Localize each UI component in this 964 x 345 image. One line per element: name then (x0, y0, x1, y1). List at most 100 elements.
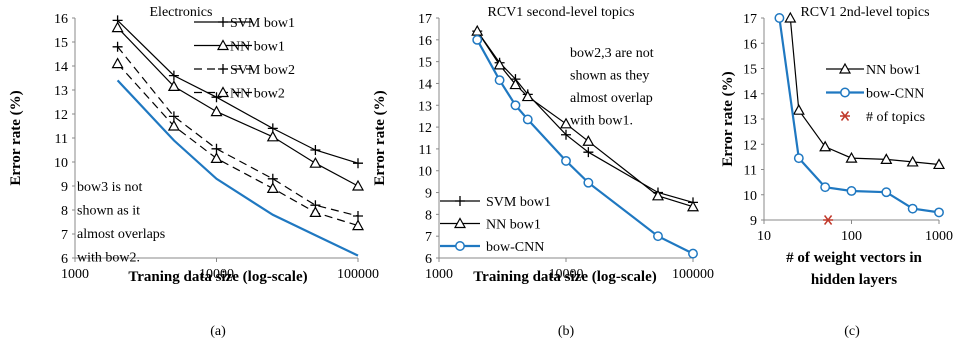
data-point (582, 135, 595, 146)
data-point (112, 41, 123, 52)
data-point (823, 215, 834, 225)
legend-marker (455, 196, 465, 206)
legend-label: # of topics (866, 110, 925, 125)
y-tick-label: 11 (55, 132, 68, 147)
data-point (561, 155, 571, 166)
series-svm-bow1 (112, 15, 363, 169)
data-point (845, 151, 858, 163)
y-axis-title: Error rate (%) (8, 90, 24, 185)
series-line (116, 79, 359, 257)
y-tick-label: 14 (743, 88, 757, 103)
x-axis-title-line: # of weight vectors in (786, 250, 922, 266)
data-point (820, 182, 831, 193)
data-point (351, 219, 365, 231)
legend-marker (838, 62, 852, 74)
data-point (310, 145, 321, 155)
data-point (907, 203, 918, 214)
data-point (510, 100, 521, 111)
y-axis-title: Error rate (%) (372, 90, 388, 185)
series--of-topics (823, 215, 834, 225)
data-point (351, 179, 365, 191)
series-bow-cnn (472, 34, 698, 259)
data-point (211, 143, 222, 154)
data-point (210, 105, 223, 117)
data-point (688, 248, 698, 259)
data-point (792, 103, 805, 115)
y-tick-label: 15 (743, 63, 757, 78)
annotation-text: almost overlaps (77, 227, 165, 242)
legend-marker (840, 87, 850, 98)
x-tick-label: 10000 (199, 267, 234, 282)
data-point (906, 155, 919, 167)
y-tick-label: 12 (743, 138, 757, 153)
panel-caption: (c) (844, 324, 860, 339)
legend-marker (216, 39, 230, 51)
data-point (111, 21, 124, 33)
data-point (651, 189, 665, 201)
annotation-text: bow2,3 are not (570, 46, 654, 61)
x-axis-title-line: hidden layers (811, 272, 897, 288)
legend-item: bow-CNN (826, 87, 924, 102)
y-tick-label: 9 (750, 214, 757, 229)
y-tick-label: 12 (418, 121, 432, 136)
chart-panel-1: 6 7 8 9 10 11 12 13 14 15 16 1000 10000 100000 Electro… (8, 5, 379, 339)
data-point (493, 58, 506, 70)
legend-label: SVM bow1 (486, 195, 551, 210)
y-tick-label: 13 (418, 99, 432, 114)
legend-marker (218, 17, 228, 27)
y-tick-label: 14 (418, 77, 432, 92)
data-point (353, 211, 363, 221)
x-tick-label: 100 (841, 229, 862, 244)
data-point (168, 70, 179, 81)
data-point (686, 200, 700, 212)
legend-label: SVM bow2 (230, 63, 295, 78)
data-point (167, 119, 180, 131)
data-point (266, 182, 279, 193)
y-tick-label: 7 (425, 230, 432, 245)
data-point (266, 130, 279, 142)
y-tick-label: 17 (743, 12, 757, 27)
legend-marker (453, 217, 467, 229)
x-axis-title: Training data size (log-scale) (473, 269, 656, 285)
annotation-text: with bow1. (570, 114, 633, 129)
x-tick-label: 1000 (425, 267, 453, 282)
data-point (267, 173, 278, 184)
legend-item: # of topics (840, 110, 925, 125)
data-point (774, 13, 785, 23)
x-tick-label: 1000 (61, 267, 89, 282)
y-tick-label: 9 (61, 180, 68, 195)
annotation-text: bow3 is not (77, 180, 142, 195)
legend-marker (840, 111, 850, 121)
data-point (472, 34, 483, 45)
y-tick-label: 7 (61, 228, 68, 243)
y-tick-label: 15 (54, 36, 68, 51)
y-tick-label: 8 (61, 204, 68, 219)
chart-panel-2: 6 7 8 9 10 11 12 13 14 15 16 17 1000 10000 100000 RCV1 … (372, 5, 714, 339)
y-tick-label: 12 (54, 108, 68, 123)
data-point (494, 75, 505, 86)
legend-label: SVM bow1 (230, 16, 295, 31)
series-svm-bow2 (112, 41, 363, 221)
series-nn-bow1 (111, 21, 365, 191)
y-tick-label: 10 (54, 156, 68, 171)
y-tick-label: 16 (418, 34, 432, 49)
data-point (509, 78, 522, 90)
legend-item: NN bow1 (826, 62, 921, 78)
legend-label: bow-CNN (486, 240, 544, 255)
data-point (793, 153, 804, 164)
data-point (932, 158, 946, 170)
panel-caption: (a) (210, 324, 226, 339)
x-tick-label: 100000 (337, 267, 379, 282)
x-tick-label: 10 (757, 229, 771, 244)
data-point (309, 156, 322, 168)
y-tick-label: 10 (743, 189, 757, 204)
y-tick-label: 9 (425, 187, 432, 202)
series-bow-cnn (774, 13, 944, 218)
legend-marker (216, 86, 230, 98)
data-point (819, 140, 832, 152)
legend-label: NN bow1 (486, 218, 541, 233)
data-point (561, 129, 571, 140)
series-nn-bow2 (111, 57, 365, 231)
annotation-text: shown as they (570, 69, 649, 84)
